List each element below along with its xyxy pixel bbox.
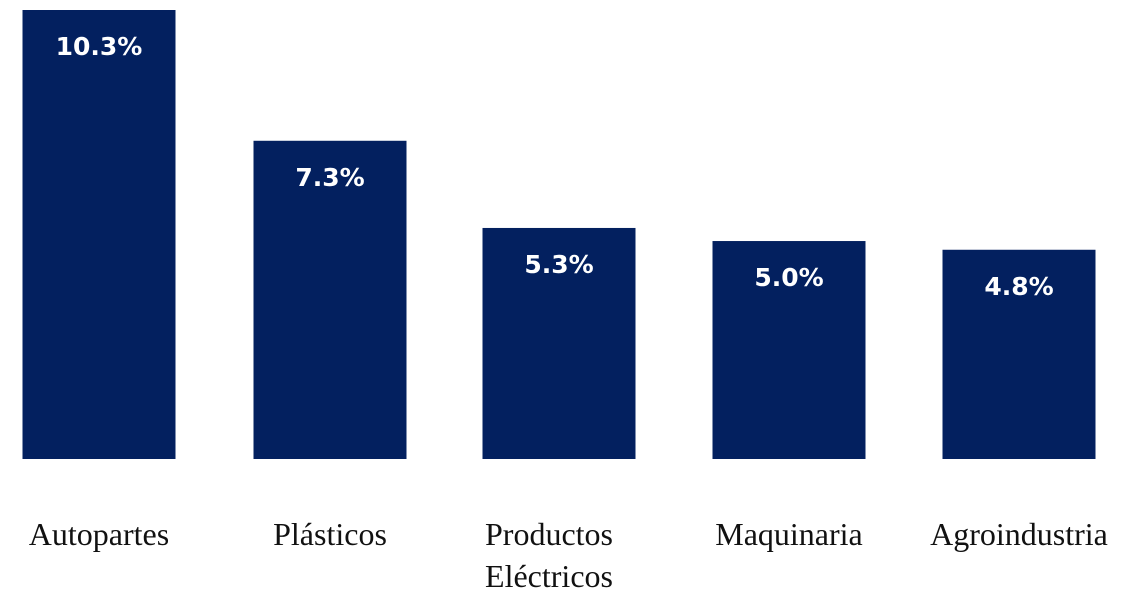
category-label-plasticos: Plásticos [273,516,387,552]
bars-group [22,10,1096,459]
bar-productos-electricos [482,227,636,459]
category-label-line: Productos [485,516,613,552]
category-label-maquinaria: Maquinaria [715,516,863,552]
category-labels-group: Autopartes Plásticos Productos Eléctricos Ma… [29,516,1108,589]
bar-maquinaria [712,241,866,459]
category-label-line: Agroindustria [930,516,1108,552]
value-label-agroindustria: 4.8% [984,272,1053,301]
value-label-plasticos: 7.3% [295,163,364,192]
category-label-productos-electricos: Productos Eléctricos [485,516,613,589]
category-label-agroindustria: Agroindustria [930,516,1108,552]
category-label-autopartes: Autopartes [29,516,169,552]
value-label-autopartes: 10.3% [56,32,143,61]
bar-agroindustria [942,249,1096,459]
category-label-line: Autopartes [29,516,169,552]
bar-autopartes [22,10,176,459]
value-label-productos-electricos: 5.3% [524,250,593,279]
value-labels-group: 10.3% 7.3% 5.3% 5.0% 4.8% [56,32,1054,301]
category-label-line: Eléctricos [485,558,613,589]
value-label-maquinaria: 5.0% [754,263,823,292]
bar-plasticos [253,140,407,459]
category-label-line: Plásticos [273,516,387,552]
category-label-line: Maquinaria [715,516,863,552]
